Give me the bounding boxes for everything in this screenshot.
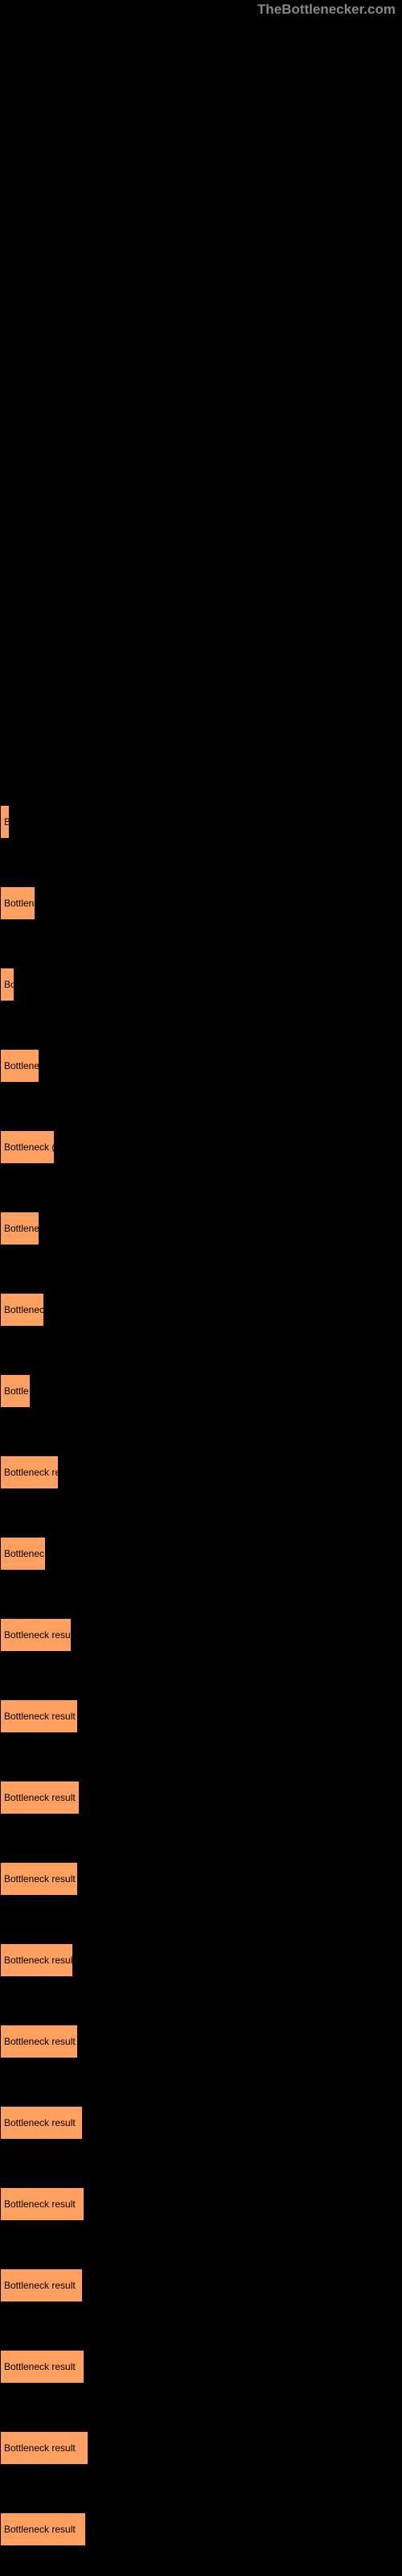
bar-row: B — [0, 781, 402, 862]
bar: Bottlene — [0, 1212, 39, 1245]
bar-row: Bottleneck result — [0, 2163, 402, 2244]
bar-row: Bottleneck result — [0, 2082, 402, 2163]
bar: Bottleneck ( — [0, 1130, 55, 1164]
bar-label: Bottleneck resul — [4, 1955, 72, 1966]
bar-row: Bottleneck result — [0, 1675, 402, 1757]
bar: Bottle — [0, 1374, 31, 1408]
bar-label: Bottleneck result — [4, 2117, 76, 2128]
bar-row: Bottleneck result — [0, 2407, 402, 2488]
bar: Bottleneck resul — [0, 1618, 72, 1652]
bar: Bottleneck result — [0, 2350, 84, 2384]
bar-label: Bottleneck result — [4, 2036, 76, 2047]
bar: Bottleneck resul — [0, 1943, 73, 1977]
bar: Bottleneck result — [0, 2025, 78, 2058]
bar: Bottleneck result — [0, 2268, 83, 2302]
bar-row: Bottlen — [0, 862, 402, 943]
bar-label: Bottlene — [4, 1060, 39, 1071]
bar-row: Bottleneck re — [0, 1431, 402, 1513]
bar: Bottleneck result — [0, 1699, 78, 1733]
bar-label: Bottle — [4, 1385, 29, 1397]
bar-label: Bottleneck result — [4, 1711, 76, 1722]
bar-label: Bottleneck result — [4, 2524, 76, 2535]
bar-chart: B Bottlen Bo Bottlene Bottleneck ( Bottlene Bo… — [0, 0, 402, 2576]
bar-row: Bottlene — [0, 1025, 402, 1106]
bar-label: Bottleneck ( — [4, 1141, 55, 1153]
bar-label: Bottlene — [4, 1223, 39, 1234]
bar: Bottlene — [0, 1049, 39, 1083]
bar-label: Bottleneck re — [4, 1467, 59, 1478]
bar-row: Bottleneck result — [0, 1838, 402, 1919]
bar: Bottlenec — [0, 1537, 46, 1571]
bar-row: Bottleneck result — [0, 2244, 402, 2326]
bar: Bo — [0, 968, 14, 1001]
bar-row: Bottleneck ( — [0, 1106, 402, 1187]
bar-row: Bottleneck result — [0, 1757, 402, 1838]
bar-row: Bottleneck result — [0, 2488, 402, 2570]
bar-row: Bottleneck resul — [0, 1919, 402, 2000]
bar-label: Bottleneck result — [4, 2198, 76, 2210]
bar-label: Bottlen — [4, 898, 34, 909]
bar-row: Bottle — [0, 1350, 402, 1431]
bar: Bottleneck result — [0, 1862, 78, 1896]
bar: Bottleneck result — [0, 2187, 84, 2221]
bar: Bottleneck result — [0, 2512, 86, 2546]
bar-label: Bottlenec — [4, 1304, 44, 1315]
bar-label: Bo — [4, 979, 14, 990]
bar-label: B — [4, 816, 10, 828]
bar-row: Bottlenec — [0, 1269, 402, 1350]
bar-label: Bottleneck result — [4, 2442, 76, 2454]
bar-label: Bottleneck resul — [4, 1629, 72, 1641]
bar-row: Bottleneck result — [0, 2000, 402, 2082]
bar: Bottleneck re — [0, 1455, 59, 1489]
bar: Bottleneck result — [0, 2106, 83, 2140]
bar-label: Bottleneck result — [4, 1873, 76, 1885]
bar: Bottlen — [0, 886, 35, 920]
bar: Bottleneck result — [0, 1781, 80, 1814]
bar-label: Bottleneck result — [4, 2280, 76, 2291]
bar-row: Bottlenec — [0, 1513, 402, 1594]
bar-row: Bo — [0, 943, 402, 1025]
bar-row: Bottleneck result — [0, 2326, 402, 2407]
bar-label: Bottlenec — [4, 1548, 44, 1559]
bar: B — [0, 805, 10, 839]
bar: Bottlenec — [0, 1293, 44, 1327]
bar: Bottleneck result — [0, 2431, 88, 2465]
bar-row: Bottleneck resul — [0, 1594, 402, 1675]
bar-row: Bottlene — [0, 1187, 402, 1269]
bar-label: Bottleneck result — [4, 2361, 76, 2372]
bar-label: Bottleneck result — [4, 1792, 76, 1803]
